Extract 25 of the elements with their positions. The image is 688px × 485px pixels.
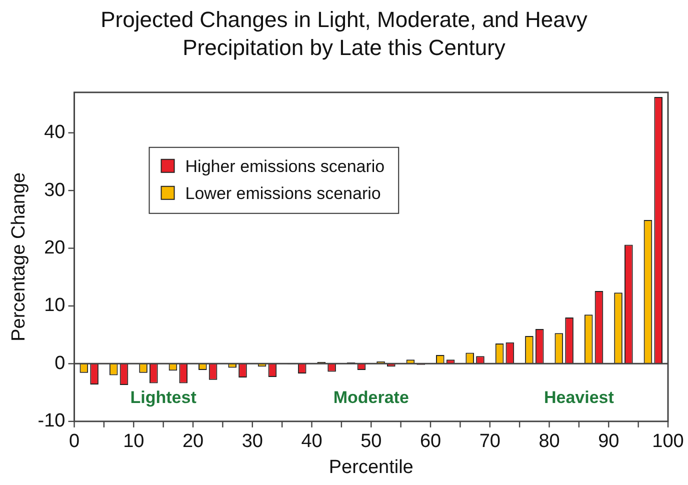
annotation: Heaviest bbox=[544, 388, 614, 407]
y-tick-label: -10 bbox=[38, 410, 66, 432]
x-tick-label: 10 bbox=[123, 431, 144, 452]
x-tick-label: 70 bbox=[479, 431, 500, 452]
x-tick-label: 40 bbox=[301, 431, 322, 452]
y-tick-label: 40 bbox=[44, 122, 66, 144]
x-axis-title: Percentile bbox=[328, 456, 414, 478]
annotation: Lightest bbox=[130, 388, 197, 407]
y-tick-label: 0 bbox=[54, 352, 66, 374]
x-tick-label: 30 bbox=[242, 431, 263, 452]
legend-label: Higher emissions scenario bbox=[185, 157, 385, 176]
chart-title: Projected Changes in Light, Moderate, and Heavy Precipitation by Late this Century bbox=[100, 6, 588, 62]
x-tick-label: 0 bbox=[68, 431, 80, 452]
x-tick-label: 60 bbox=[420, 431, 442, 452]
y-tick-label: 20 bbox=[44, 237, 66, 258]
x-tick-label: 90 bbox=[598, 431, 620, 452]
annotation: Moderate bbox=[333, 388, 409, 407]
legend-label: Lower emissions scenario bbox=[185, 184, 381, 204]
y-axis-title: Percentage Change bbox=[8, 172, 30, 342]
x-tick-label: 100 bbox=[652, 431, 684, 452]
x-tick-label: 20 bbox=[182, 431, 204, 452]
x-tick-label: 80 bbox=[538, 431, 560, 452]
y-tick-label: 10 bbox=[44, 295, 66, 316]
y-tick-label: 30 bbox=[44, 180, 66, 201]
x-tick-label: 50 bbox=[360, 431, 382, 452]
